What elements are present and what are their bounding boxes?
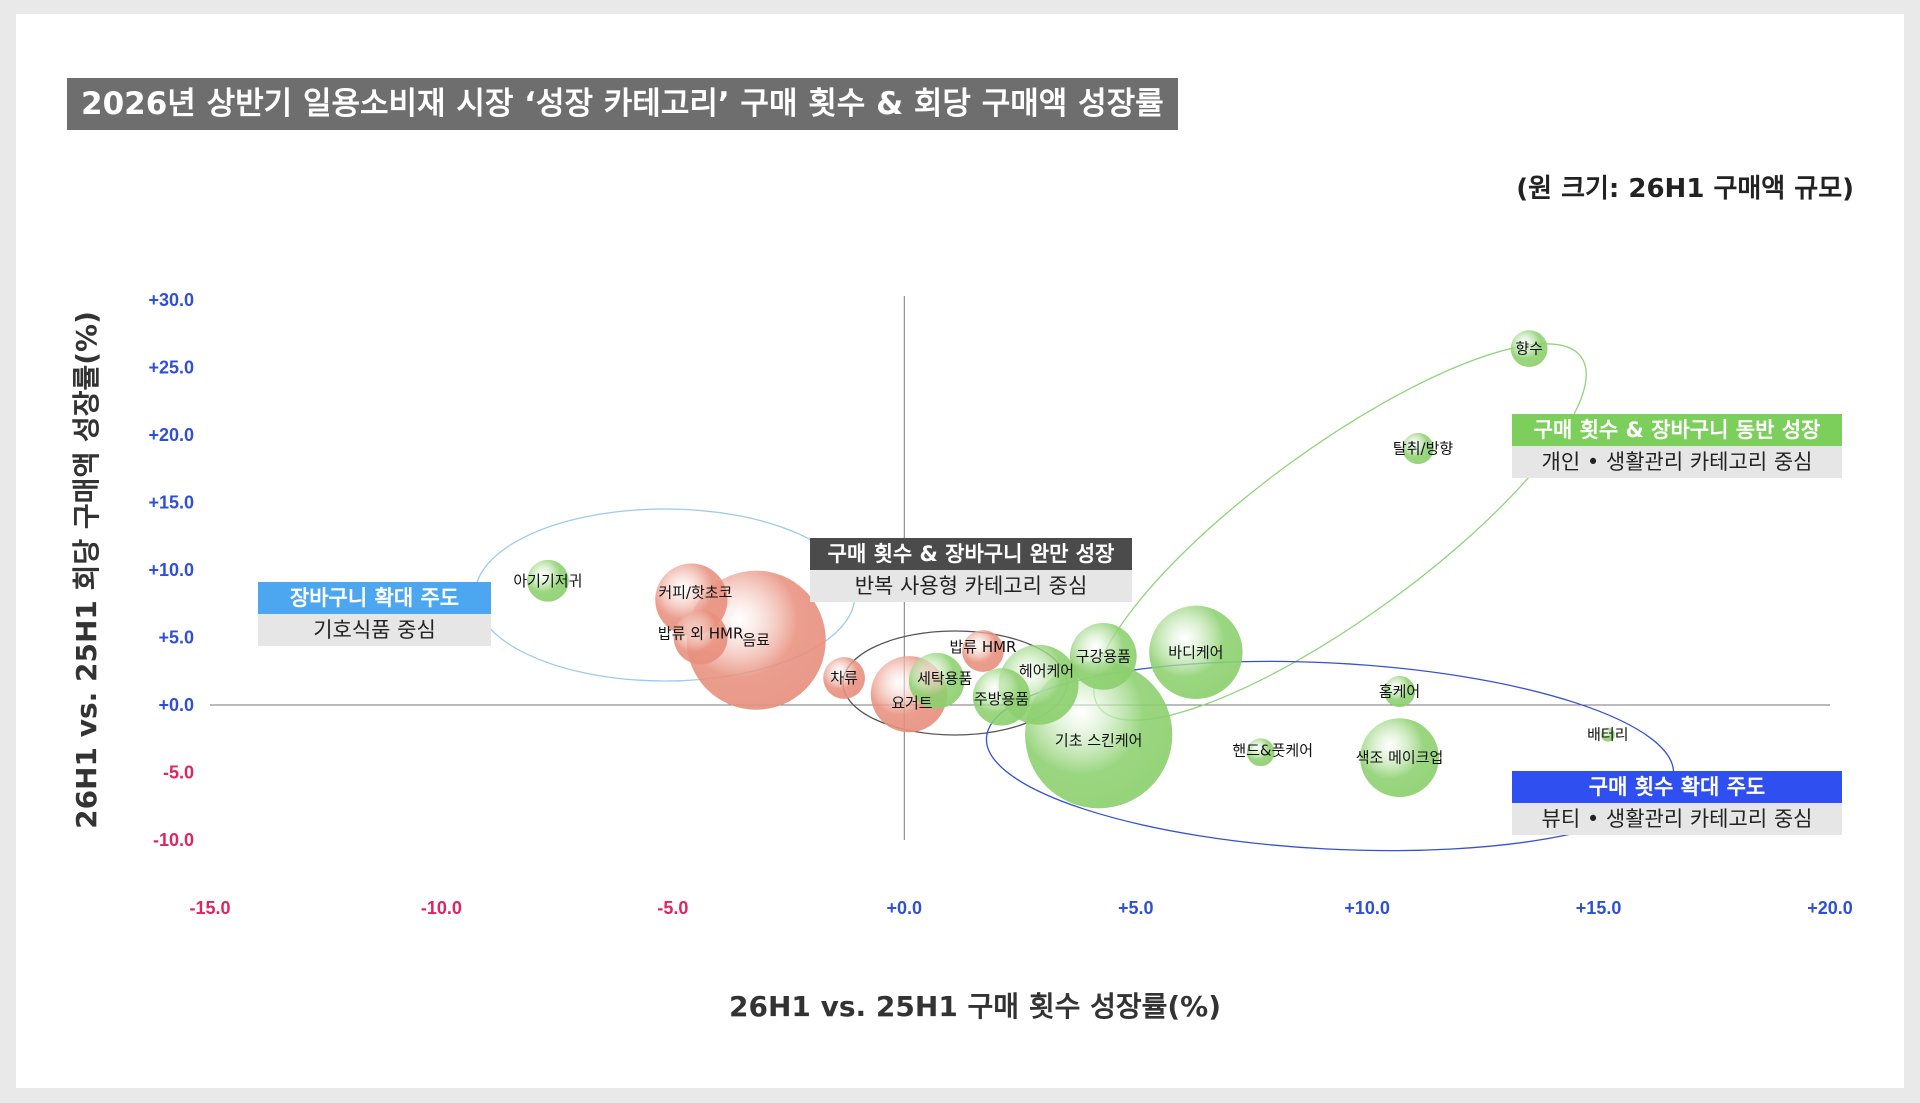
tick-labels: -15.0 -10.0 -5.0 +0.0 +5.0 +10.0 +15.0 +20.0 +30…	[148, 290, 1852, 918]
callout-both-growth-head: 구매 횟수 & 장바구니 동반 성장	[1512, 414, 1842, 446]
bubble	[1149, 605, 1243, 700]
bubble-label: 구강용품	[1076, 647, 1131, 665]
callout-moderate-growth: 구매 횟수 & 장바구니 완만 성장 반복 사용형 카테고리 중심	[810, 538, 1132, 602]
bubble	[1246, 738, 1275, 767]
bubble-label: 음료	[742, 631, 770, 649]
x-tick-label: +20.0	[1807, 898, 1853, 918]
bubble	[962, 630, 1004, 672]
bubble-label: 아기기저귀	[513, 572, 582, 590]
bubble-label: 주방용품	[974, 690, 1029, 708]
x-tick-label: +10.0	[1344, 898, 1390, 918]
x-axis-label: 26H1 vs. 25H1 구매 횟수 성장률(%)	[728, 990, 1222, 1023]
bubble-label: 핸드&풋케어	[1232, 741, 1313, 759]
bubble-label: 배터리	[1587, 726, 1628, 744]
bubble-label: 홈케어	[1379, 683, 1420, 701]
y-tick-label: -5.0	[163, 763, 194, 783]
chart-title: 2026년 상반기 일용소비재 시장 ‘성장 카테고리’ 구매 횟수 & 회당 …	[67, 78, 1178, 130]
callout-frequency-growth-head: 구매 횟수 확대 주도	[1512, 771, 1842, 803]
bubbles	[527, 330, 1615, 809]
bubble-label: 밥류 외 HMR	[658, 625, 744, 643]
y-tick-label: +30.0	[148, 290, 194, 310]
y-tick-label: +15.0	[148, 493, 194, 513]
bubble	[1402, 432, 1434, 465]
bubble-label: 색조 메이크업	[1356, 749, 1444, 767]
bubble	[908, 652, 965, 709]
bubble-label: 바디케어	[1168, 643, 1223, 661]
y-tick-label: +10.0	[148, 560, 194, 580]
x-tick-label: +5.0	[1118, 898, 1154, 918]
bubble	[823, 657, 865, 699]
x-tick-label: -15.0	[189, 898, 230, 918]
y-tick-label: +20.0	[148, 425, 194, 445]
callout-basket-growth-sub: 기호식품 중심	[258, 614, 491, 646]
bubble-label: 헤어케어	[1019, 662, 1074, 680]
callout-basket-growth-head: 장바구니 확대 주도	[258, 582, 491, 614]
callout-frequency-growth-sub: 뷰티 • 생활관리 카테고리 중심	[1512, 803, 1842, 835]
callout-frequency-growth: 구매 횟수 확대 주도 뷰티 • 생활관리 카테고리 중심	[1512, 771, 1842, 835]
x-tick-label: +0.0	[887, 898, 923, 918]
bubble	[1383, 675, 1416, 708]
callout-moderate-growth-sub: 반복 사용형 카테고리 중심	[810, 570, 1132, 602]
x-tick-label: +15.0	[1576, 898, 1622, 918]
x-tick-label: -5.0	[657, 898, 688, 918]
y-tick-label: +25.0	[148, 358, 194, 378]
bubble-label: 커피/핫초코	[658, 584, 732, 602]
bubble	[1360, 718, 1439, 798]
bubble	[1600, 727, 1615, 742]
bubble	[972, 668, 1031, 726]
bubble	[673, 610, 728, 665]
bubble-label: 요거트	[891, 694, 933, 712]
y-tick-label: -10.0	[153, 830, 194, 850]
bubble-label: 기초 스킨케어	[1055, 732, 1143, 750]
y-axis-label: 26H1 vs. 25H1 회당 구매액 성장률(%)	[70, 311, 103, 829]
bubble	[527, 559, 569, 602]
callout-moderate-growth-head: 구매 횟수 & 장바구니 완만 성장	[810, 538, 1132, 570]
bubble-size-note: (원 크기: 26H1 구매액 규모)	[1516, 174, 1854, 204]
bubble	[1510, 330, 1548, 368]
bubble-label: 차류	[830, 669, 858, 687]
callout-basket-growth: 장바구니 확대 주도 기호식품 중심	[258, 582, 491, 646]
bubble-label: 탈취/방향	[1393, 440, 1453, 458]
y-tick-label: +5.0	[158, 628, 194, 648]
bubble	[1069, 623, 1137, 690]
bubble-label: 향수	[1515, 340, 1543, 358]
bubble-label: 세탁용품	[917, 670, 972, 688]
bubble-label: 밥류 HMR	[949, 638, 1016, 656]
callout-both-growth: 구매 횟수 & 장바구니 동반 성장 개인 • 생활관리 카테고리 중심	[1512, 414, 1842, 478]
y-tick-label: +0.0	[158, 695, 194, 715]
callout-both-growth-sub: 개인 • 생활관리 카테고리 중심	[1512, 446, 1842, 478]
x-tick-label: -10.0	[421, 898, 462, 918]
